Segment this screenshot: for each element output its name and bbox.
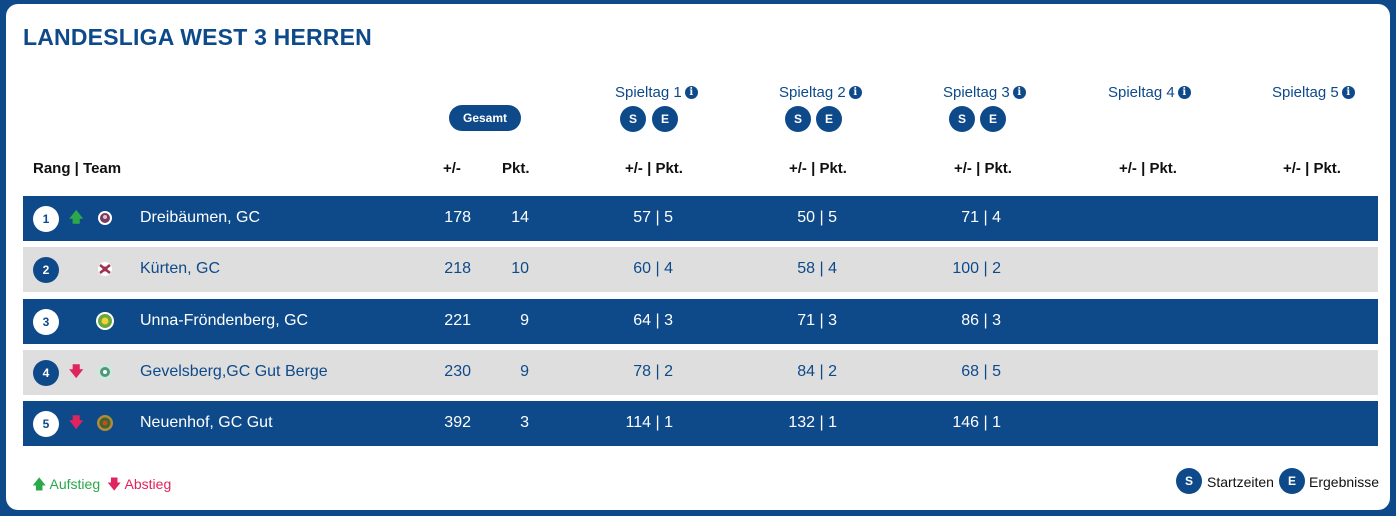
header-spieltag-5: +/- | Pkt. (1283, 160, 1341, 177)
spieltag-2-value: 58 | 4 (797, 260, 837, 277)
spieltag-2-value: 71 | 3 (797, 312, 837, 329)
arrow-down-icon: 🡇 (69, 363, 84, 379)
spieltag-1-value: 114 | 1 (625, 414, 673, 431)
total-plusminus: 230 (444, 363, 471, 380)
club-logo-icon (98, 262, 112, 276)
spieltag-2-ergebnisse-button[interactable]: E (816, 106, 842, 132)
league-title: LANDESLIGA WEST 3 HERREN (23, 24, 372, 50)
spieltag-1-label: Spieltag 1 (615, 84, 682, 101)
spieltag-3-startzeiten-button[interactable]: S (949, 106, 975, 132)
table-row[interactable]: 3 Unna-Fröndenberg, GC 221 9 64 | 3 71 |… (23, 299, 1378, 344)
spieltag-5-label: Spieltag 5 (1272, 84, 1339, 101)
header-spieltag-1: +/- | Pkt. (625, 160, 683, 177)
arrow-up-icon: 🡅 (32, 476, 47, 492)
header-total-plusminus: +/- (443, 160, 461, 177)
legend-abstieg: 🡇 Abstieg (107, 474, 171, 498)
rank-badge: 5 (33, 411, 59, 437)
spieltag-1-value: 64 | 3 (633, 312, 673, 329)
info-icon[interactable]: i (1341, 86, 1355, 99)
legend-e-badge: E (1279, 468, 1305, 494)
team-name[interactable]: Gevelsberg,GC Gut Berge (140, 363, 328, 380)
total-plusminus: 392 (444, 414, 471, 431)
header-total-pkt: Pkt. (502, 160, 530, 177)
gesamt-button[interactable]: Gesamt (449, 105, 521, 131)
total-pkt: 10 (511, 260, 529, 277)
spieltag-3-value: 86 | 3 (961, 312, 1001, 329)
spieltag-2-value: 132 | 1 (788, 414, 837, 431)
info-icon[interactable]: i (684, 86, 698, 99)
club-logo-icon (98, 211, 112, 225)
club-logo-icon (97, 364, 113, 380)
total-pkt: 3 (520, 414, 529, 431)
total-plusminus: 221 (444, 312, 471, 329)
rank-badge: 4 (33, 360, 59, 386)
table-row[interactable]: 2 Kürten, GC 218 10 60 | 4 58 | 4 100 | … (23, 247, 1378, 292)
club-logo-icon (97, 415, 113, 431)
info-icon[interactable]: i (848, 86, 862, 99)
total-plusminus: 178 (444, 209, 471, 226)
rank-badge: 2 (33, 257, 59, 283)
legend-ergebnisse-label: Ergebnisse (1309, 474, 1380, 490)
spieltag-3-value: 146 | 1 (952, 414, 1001, 431)
header-spieltag-3: +/- | Pkt. (954, 160, 1012, 177)
spieltag-3-label: Spieltag 3 (943, 84, 1010, 101)
arrow-up-icon: 🡅 (69, 209, 84, 225)
arrow-down-icon: 🡇 (107, 476, 122, 492)
total-plusminus: 218 (444, 260, 471, 277)
legend-abstieg-label: Abstieg (124, 476, 172, 492)
table-row[interactable]: 4 🡇 Gevelsberg,GC Gut Berge 230 9 78 | 2… (23, 350, 1378, 395)
spieltag-3-ergebnisse-button[interactable]: E (980, 106, 1006, 132)
rank-badge: 1 (33, 206, 59, 232)
team-name[interactable]: Neuenhof, GC Gut (140, 414, 273, 431)
spieltag-2-startzeiten-button[interactable]: S (785, 106, 811, 132)
rank-badge: 3 (33, 309, 59, 335)
team-name[interactable]: Dreibäumen, GC (140, 209, 261, 226)
spieltag-3-value: 68 | 5 (961, 363, 1001, 380)
team-name[interactable]: Kürten, GC (140, 260, 221, 277)
info-icon[interactable]: i (1177, 86, 1191, 99)
total-pkt: 9 (520, 312, 529, 329)
total-pkt: 9 (520, 363, 529, 380)
spieltag-1-value: 78 | 2 (633, 363, 673, 380)
arrow-down-icon: 🡇 (69, 414, 84, 430)
club-logo-icon (96, 312, 114, 330)
spieltag-1-value: 57 | 5 (633, 209, 673, 226)
header-rang-team: Rang | Team (33, 160, 122, 177)
spieltag-1-value: 60 | 4 (633, 260, 673, 277)
spieltag-2-value: 50 | 5 (797, 209, 837, 226)
spieltag-4-label: Spieltag 4 (1108, 84, 1175, 101)
legend-aufstieg-label: Aufstieg (49, 476, 101, 492)
legend-startzeiten-label: Startzeiten (1207, 474, 1274, 490)
spieltag-1-startzeiten-button[interactable]: S (620, 106, 646, 132)
spieltag-1-ergebnisse-button[interactable]: E (652, 106, 678, 132)
info-icon[interactable]: i (1012, 86, 1026, 99)
legend-s-badge: S (1176, 468, 1202, 494)
team-name[interactable]: Unna-Fröndenberg, GC (140, 312, 309, 329)
header-spieltag-2: +/- | Pkt. (789, 160, 847, 177)
table-row[interactable]: 1 🡅 Dreibäumen, GC 178 14 57 | 5 50 | 5 … (23, 196, 1378, 241)
header-spieltag-4: +/- | Pkt. (1119, 160, 1177, 177)
spieltag-3-value: 100 | 2 (952, 260, 1001, 277)
table-row[interactable]: 5 🡇 Neuenhof, GC Gut 392 3 114 | 1 132 |… (23, 401, 1378, 446)
legend-aufstieg: 🡅 Aufstieg (32, 474, 100, 498)
total-pkt: 14 (511, 209, 529, 226)
spieltag-2-value: 84 | 2 (797, 363, 837, 380)
spieltag-2-label: Spieltag 2 (779, 84, 846, 101)
spieltag-3-value: 71 | 4 (961, 209, 1001, 226)
